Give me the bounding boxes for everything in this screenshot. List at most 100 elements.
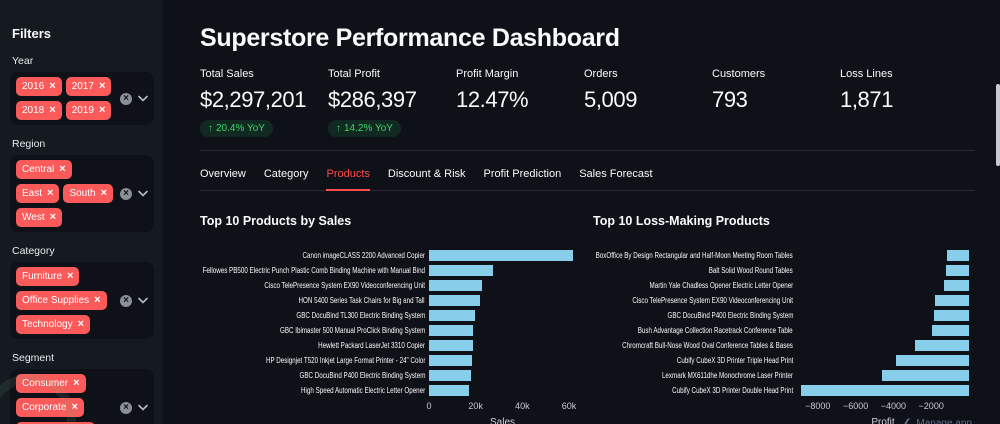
bar[interactable] [946,265,969,276]
remove-tag-icon[interactable]: × [98,104,106,116]
bar-label-text: GBC Ibimaster 500 Manual ProClick Bindin… [279,326,425,335]
clear-all-icon[interactable]: × [120,401,132,414]
bar[interactable] [914,340,969,351]
bar[interactable] [933,310,969,321]
bar[interactable] [429,385,469,396]
bar[interactable] [429,340,473,351]
tag-label: 2019 [71,104,94,116]
remove-tag-icon[interactable]: × [98,80,106,92]
bar[interactable] [896,355,969,366]
remove-tag-icon[interactable]: × [49,80,56,92]
bar-label: GBC DocuBind TL300 Electric Binding Syst… [200,311,425,320]
tab-profit-prediction[interactable]: Profit Prediction [483,168,562,180]
bar-label: Martin Yale Chadless Opener Electric Let… [593,281,793,290]
multiselect-controls: × [116,294,148,307]
filter-tag-central: Central × [16,160,72,179]
filter-tag-technology: Technology × [16,315,91,334]
bar[interactable] [944,280,969,291]
kpi-delta-badge: ↑ 20.4% YoY [200,120,273,137]
bar[interactable] [429,310,476,321]
bar[interactable] [429,250,573,261]
kpi-total-sales: Total Sales $2,297,201 ↑ 20.4% YoY [200,68,328,137]
kpi-orders: Orders 5,009 [584,68,712,137]
tab-sales-forecast[interactable]: Sales Forecast [579,168,653,180]
chevron-down-icon[interactable] [138,297,148,304]
bar-label: Cisco TelePresence System EX90 Videoconf… [200,281,425,290]
manage-app-button[interactable]: ❮ Manage app [903,418,972,424]
remove-tag-icon[interactable]: × [49,211,57,223]
filter-tag-furniture: Furniture × [16,267,80,286]
kpi-value: 5,009 [584,87,638,112]
bar-row: HP Designjet T520 Inkjet Large Format Pr… [200,353,582,368]
bar[interactable] [882,370,969,381]
chart-title: Top 10 Loss-Making Products [593,214,770,228]
bar-row: Martin Yale Chadless Opener Electric Let… [593,278,975,293]
bar[interactable] [429,295,481,306]
chevron-down-icon[interactable] [138,190,148,197]
bar-label-text: HP Designjet T520 Inkjet Large Format Pr… [265,356,425,365]
axis-tick: 40k [515,401,530,411]
bar-label: Hewlett Packard LaserJet 3310 Copier [200,341,425,350]
tag-label: South [69,187,96,199]
chevron-down-icon[interactable] [138,95,148,102]
kpi-profit-margin: Profit Margin 12.47% [456,68,584,137]
kpi-label: Customers [712,68,766,80]
tab-products[interactable]: Products [326,163,370,191]
bar-label: Chromcraft Bull-Nose Wood Oval Conferenc… [593,341,793,350]
remove-tag-icon[interactable]: × [100,187,108,199]
bar[interactable] [429,355,472,366]
filter-group-region: Region Central × East × South × West × × [10,138,154,232]
bar-row: Hewlett Packard LaserJet 3310 Copier [200,338,582,353]
multiselect-region[interactable]: Central × East × South × West × × [10,155,154,232]
chevron-down-icon[interactable] [138,404,148,411]
bar[interactable] [947,250,969,261]
multiselect-segment[interactable]: Consumer×Corporate×Home Office×× [10,369,154,424]
bar-label: Bush Advantage Collection Racetrack Conf… [593,326,793,335]
clear-all-icon[interactable]: × [120,92,132,105]
bar-row: GBC Ibimaster 500 Manual ProClick Bindin… [200,323,582,338]
remove-tag-icon[interactable]: × [73,377,80,389]
remove-tag-icon[interactable]: × [49,104,56,116]
bar[interactable] [429,280,482,291]
bar[interactable] [429,325,474,336]
kpi-total-profit: Total Profit $286,397 ↑ 14.2% YoY [328,68,456,137]
bar-label-text: GBC DocuBind P400 Electric Binding Syste… [299,371,425,380]
tab-discount-risk[interactable]: Discount & Risk [387,168,466,180]
bar[interactable] [429,370,471,381]
remove-tag-icon[interactable]: × [77,318,85,330]
x-axis: −8000 −6000 −4000 −2000 [797,401,969,414]
bar[interactable] [934,295,969,306]
bar-label: GBC DocuBind P400 Electric Binding Syste… [200,371,425,380]
remove-tag-icon[interactable]: × [71,401,78,413]
tab-category[interactable]: Category [263,168,309,180]
delta-text: 14.2% YoY [344,123,393,134]
remove-tag-icon[interactable]: × [47,187,54,199]
kpi-label: Loss Lines [840,68,893,80]
bar-row: Balt Solid Wood Round Tables [593,263,975,278]
sidebar-title: Filters [12,26,52,41]
bar[interactable] [932,325,969,336]
tab-overview[interactable]: Overview [200,168,246,180]
bar-track [797,280,969,291]
multiselect-controls: × [116,401,148,414]
multiselect-year[interactable]: 2016 × 2017 × 2018 × 2019 × × [10,72,154,125]
bar[interactable] [429,265,494,276]
bar-row: Cubify CubeX 3D Printer Double Head Prin… [593,383,975,398]
clear-all-icon[interactable]: × [120,294,132,307]
bar-track [797,295,969,306]
remove-tag-icon[interactable]: × [94,294,101,306]
clear-all-icon[interactable]: × [120,187,132,200]
bar-row: Lexmark MX611dhe Monochrome Laser Printe… [593,368,975,383]
multiselect-category[interactable]: Furniture × Office Supplies × Technology × × [10,262,154,339]
remove-tag-icon[interactable]: × [67,270,74,282]
sidebar-filters: Filters Year 2016 × 2017 × 2018 × 2019 × × Region C… [0,0,163,424]
bar[interactable] [801,385,969,396]
remove-tag-icon[interactable]: × [59,163,66,175]
bar-label-text: HON 5400 Series Task Chairs for Big and … [298,296,425,305]
bar-label-text: Fellowes PB500 Electric Punch Plastic Co… [202,266,425,275]
bar-label: GBC DocuBind P400 Electric Binding Syste… [593,311,793,320]
bar-label-text: Cubify CubeX 3D Printer Double Head Prin… [671,386,793,395]
bar-track [797,265,969,276]
scrollbar-thumb[interactable] [996,84,1000,166]
bar-label-text: GBC DocuBind TL300 Electric Binding Syst… [296,311,425,320]
